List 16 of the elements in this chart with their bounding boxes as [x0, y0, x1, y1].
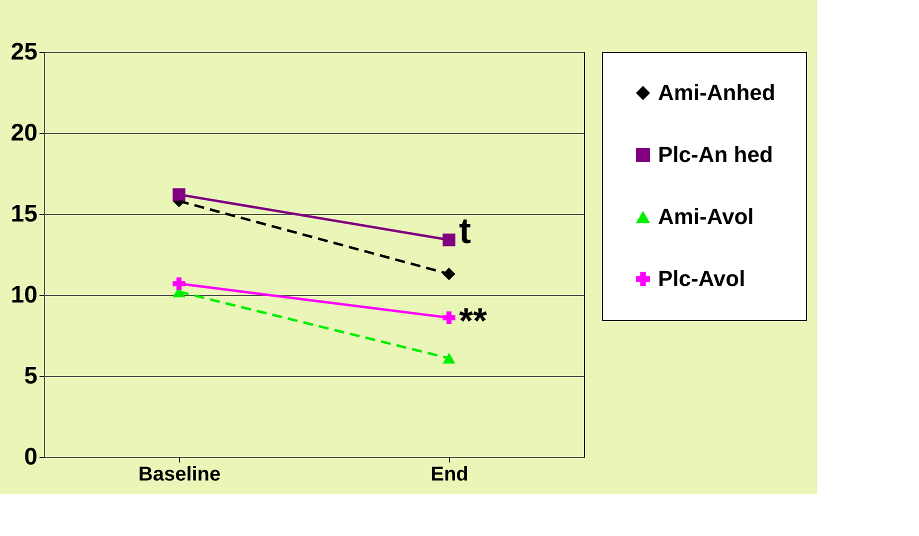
point	[172, 188, 186, 201]
legend-label: Ami-Avol	[658, 204, 754, 229]
annotation: **	[459, 300, 488, 341]
y-tick-label: 10	[10, 282, 38, 308]
x-tick-label: End	[430, 464, 468, 486]
y-tick-label: 20	[10, 120, 38, 146]
legend-label: Plc-Avol	[658, 266, 746, 291]
x-tick-label: Baseline	[138, 464, 221, 486]
legend-label: Plc-An hed	[658, 142, 773, 167]
y-tick-label: 25	[10, 38, 38, 66]
y-tick-label: 0	[24, 444, 38, 470]
annotation: t	[459, 210, 471, 251]
y-tick-label: 15	[10, 200, 38, 228]
point	[442, 234, 456, 246]
y-tick-label: 5	[24, 362, 38, 390]
legend-label: Ami-Anhed	[658, 80, 776, 105]
